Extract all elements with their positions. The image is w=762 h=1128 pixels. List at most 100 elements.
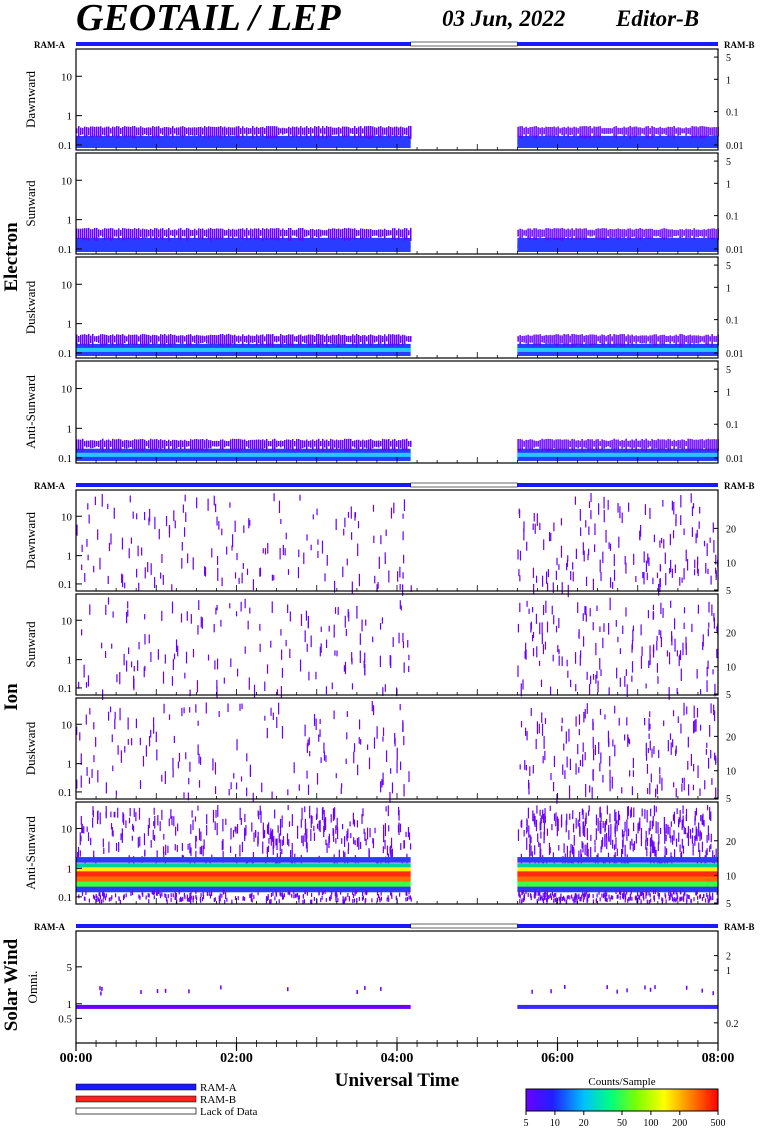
spectrogram-speck — [281, 848, 283, 855]
spectrogram-speck — [631, 639, 634, 650]
spectrogram-speck — [388, 230, 390, 236]
spectrogram-speck — [613, 569, 616, 581]
spectrogram-speck — [402, 531, 404, 541]
spectrogram-speck — [687, 229, 689, 238]
spectrogram-speck — [250, 439, 252, 449]
spectrogram-speck — [275, 892, 278, 897]
spectrogram-speck — [587, 230, 589, 236]
spectrogram-speck — [681, 777, 684, 784]
spectrogram-speck — [188, 127, 190, 136]
spectrogram-speck — [549, 894, 551, 899]
spectrogram-speck — [216, 440, 218, 447]
spectrogram-speck — [241, 572, 243, 584]
spectrogram-speck — [608, 622, 610, 635]
spectrogram-speck — [230, 229, 232, 237]
left-tick-label: 0.1 — [58, 453, 72, 465]
spectrogram-speck — [107, 503, 109, 510]
spectrogram-speck — [121, 537, 124, 550]
spectrogram-speck — [88, 777, 91, 784]
spectrogram-speck — [236, 439, 238, 451]
spectrogram-speck — [609, 597, 611, 611]
spectrogram-speck — [208, 891, 210, 896]
spectrogram-speck — [637, 823, 639, 834]
spectrogram-speck — [242, 563, 244, 569]
spectrogram-speck — [607, 730, 610, 744]
spectrogram-speck — [344, 227, 346, 241]
spectrogram-speck — [163, 833, 165, 840]
spectrogram-speck — [693, 126, 695, 138]
spectrogram-speck — [343, 836, 346, 847]
spectrogram-speck — [402, 439, 404, 451]
spectrogram-speck — [284, 229, 286, 237]
spectrogram-speck — [315, 718, 317, 731]
spectrogram-speck — [689, 127, 691, 135]
spectrogram-speck — [571, 438, 573, 452]
spectrogram-speck — [376, 897, 378, 902]
spectrogram-speck — [534, 845, 536, 855]
spectrogram-speck — [670, 852, 672, 859]
spectrogram-speck — [696, 669, 698, 679]
spectrogram-speck — [178, 127, 180, 136]
spectrogram-speck — [537, 229, 539, 238]
spectrogram-speck — [658, 895, 660, 900]
spectrogram-speck — [637, 440, 639, 448]
spectrogram-speck — [200, 439, 202, 451]
spectrogram-speck — [332, 439, 334, 450]
spectrogram-speck — [594, 845, 596, 853]
colorbar-gradient — [525, 1088, 719, 1112]
spectrogram-speck — [585, 126, 587, 139]
spectrogram-speck — [115, 842, 118, 851]
spectrogram-speck — [671, 229, 673, 238]
spectrogram-speck — [131, 835, 133, 841]
spectrogram-speck — [220, 439, 222, 450]
spectrogram-speck — [345, 628, 347, 637]
spectrogram-speck — [266, 438, 268, 452]
spectrogram-speck — [523, 335, 525, 343]
spectrogram-speck — [345, 758, 347, 765]
spectrogram-speck — [658, 583, 660, 596]
spectrogram-speck — [573, 229, 575, 237]
spectrogram-speck — [380, 126, 382, 139]
spectrogram-speck — [286, 128, 288, 134]
spectrogram-speck — [126, 660, 128, 672]
spectrogram-speck — [325, 686, 328, 695]
panel-name: Anti-Sunward — [23, 375, 38, 449]
spectrogram-speck — [552, 781, 555, 792]
spectrogram-speck — [220, 985, 222, 990]
spectrogram-speck — [581, 438, 583, 452]
spectrogram-speck — [543, 831, 545, 844]
spectrogram-speck — [111, 643, 113, 649]
spectrogram-speck — [691, 835, 693, 844]
spectrogram-speck — [686, 559, 689, 571]
spectrogram-speck — [249, 607, 251, 614]
spectrogram-speck — [402, 229, 404, 238]
spectrogram-speck — [579, 759, 582, 766]
spectrogram-speck — [318, 734, 320, 742]
spectrogram-speck — [268, 126, 270, 139]
spectrogram-speck — [174, 896, 176, 901]
spectrogram-speck — [546, 899, 548, 904]
spectrogram-speck — [203, 839, 205, 850]
spectrogram-speck — [306, 743, 308, 753]
spectrogram-speck — [204, 566, 206, 576]
spectrogram-speck — [318, 229, 320, 239]
spectrogram-speck — [390, 507, 393, 519]
spectrogram-speck — [669, 335, 671, 344]
spectrogram-speck — [341, 823, 344, 830]
spectrogram-speck — [647, 748, 649, 754]
spectrogram-speck — [571, 228, 573, 241]
spectrogram-speck — [316, 823, 319, 829]
spectrogram-speck — [590, 834, 592, 841]
spectrogram-speck — [619, 334, 621, 347]
spectrogram-speck — [120, 833, 122, 841]
spectrogram-speck — [651, 126, 653, 139]
spectrogram-speck — [544, 641, 547, 650]
spectrogram-speck — [166, 229, 168, 238]
spectrogram-speck — [198, 335, 200, 344]
spectrogram-speck — [374, 127, 376, 136]
spectrogram-speck — [232, 127, 234, 136]
spectrogram-speck — [346, 558, 348, 566]
spectrogram-speck — [675, 745, 677, 754]
spectrogram-speck — [526, 837, 528, 850]
spectrogram-speck — [686, 832, 688, 839]
